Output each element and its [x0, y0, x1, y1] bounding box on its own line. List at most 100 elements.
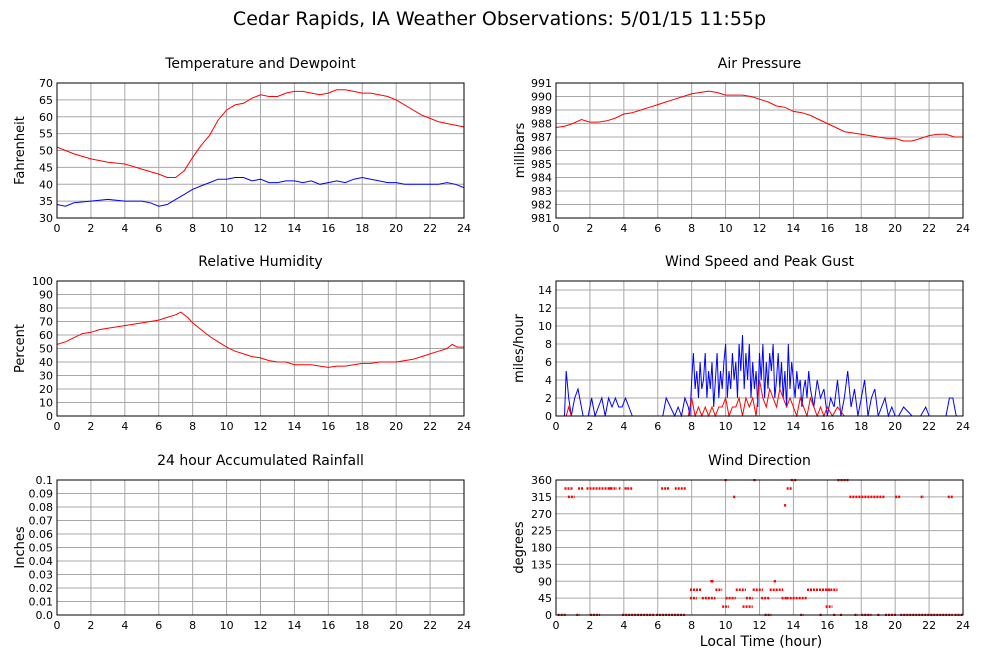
- y-tick-label: 4: [545, 374, 552, 387]
- x-tick-label: 14: [287, 619, 301, 632]
- x-tick-label: 6: [654, 420, 661, 433]
- x-tick-label: 16: [321, 619, 335, 632]
- x-tick-label: 20: [888, 222, 902, 235]
- x-tick-label: 24: [457, 619, 471, 632]
- x-tick-label: 20: [389, 222, 403, 235]
- x-tick-label: 6: [654, 619, 661, 632]
- wind-direction-point: [711, 580, 714, 583]
- x-tick-label: 0: [553, 619, 560, 632]
- x-tick-label: 0: [553, 222, 560, 235]
- x-tick-label: 22: [423, 222, 437, 235]
- y-tick-label: 225: [531, 525, 552, 538]
- temp-title: Temperature and Dewpoint: [164, 56, 356, 72]
- x-tick-label: 16: [321, 222, 335, 235]
- rain-title: 24 hour Accumulated Rainfall: [157, 453, 364, 469]
- x-tick-label: 14: [786, 619, 800, 632]
- y-tick-label: 990: [531, 91, 552, 104]
- x-tick-label: 22: [423, 420, 437, 433]
- x-tick-label: 10: [719, 420, 733, 433]
- x-tick-label: 20: [389, 420, 403, 433]
- rh-frame: [56, 280, 465, 417]
- wind-direction-point: [624, 487, 627, 490]
- x-tick-label: 24: [956, 222, 970, 235]
- y-tick-label: 45: [538, 592, 552, 605]
- y-tick-label: 55: [39, 128, 53, 141]
- wind-direction-point: [609, 487, 612, 490]
- y-tick-label: 0.06: [29, 528, 54, 541]
- temp-series-0-line: [57, 89, 464, 178]
- x-tick-label: 4: [121, 619, 128, 632]
- wdir-y-axis-label: degrees: [512, 521, 527, 574]
- y-tick-label: 0.1: [36, 474, 54, 487]
- rh-title: Relative Humidity: [198, 254, 322, 270]
- y-tick-label: 0.02: [29, 582, 54, 595]
- pres-plot: [556, 90, 963, 142]
- wind-frame: [555, 280, 964, 417]
- y-tick-label: 135: [531, 558, 552, 571]
- y-tick-label: 989: [531, 104, 552, 117]
- y-tick-label: 984: [531, 172, 552, 185]
- y-tick-label: 0.01: [29, 596, 54, 609]
- y-tick-label: 0.07: [29, 515, 54, 528]
- y-tick-label: 12: [538, 302, 552, 315]
- rain-frame: [56, 479, 465, 616]
- wind-title: Wind Speed and Peak Gust: [665, 254, 854, 270]
- y-tick-label: 100: [32, 275, 53, 288]
- x-tick-label: 18: [854, 619, 868, 632]
- y-tick-label: 70: [39, 77, 53, 90]
- y-tick-label: 70: [39, 316, 53, 329]
- x-tick-label: 24: [457, 420, 471, 433]
- x-tick-label: 14: [786, 222, 800, 235]
- wdir-frame: [555, 479, 964, 616]
- y-tick-label: 0: [545, 410, 552, 423]
- x-tick-label: 24: [956, 619, 970, 632]
- x-tick-label: 12: [254, 619, 268, 632]
- x-tick-label: 22: [423, 619, 437, 632]
- rh-plot: [57, 311, 464, 368]
- x-tick-label: 12: [753, 222, 767, 235]
- wind-y-axis-label: miles/hour: [512, 313, 527, 382]
- y-tick-label: 981: [531, 212, 552, 225]
- x-tick-label: 4: [121, 420, 128, 433]
- pres-frame: [555, 82, 964, 219]
- y-tick-label: 60: [39, 111, 53, 124]
- x-tick-label: 12: [753, 420, 767, 433]
- x-tick-label: 0: [54, 222, 61, 235]
- x-tick-label: 8: [688, 222, 695, 235]
- y-tick-label: 30: [39, 370, 53, 383]
- x-tick-label: 10: [220, 222, 234, 235]
- y-tick-label: 0.09: [29, 488, 54, 501]
- y-tick-label: 40: [39, 178, 53, 191]
- y-tick-label: 983: [531, 185, 552, 198]
- x-tick-label: 2: [87, 222, 94, 235]
- y-tick-label: 50: [39, 343, 53, 356]
- x-tick-label: 22: [922, 619, 936, 632]
- x-tick-label: 24: [457, 222, 471, 235]
- x-tick-label: 10: [220, 420, 234, 433]
- x-tick-label: 22: [922, 420, 936, 433]
- wind-series-1-line: [556, 379, 963, 417]
- rain-y-axis-label: Inches: [13, 526, 28, 568]
- wind-direction-point: [733, 495, 736, 499]
- pres-series-0-line: [556, 90, 963, 142]
- x-tick-label: 14: [287, 420, 301, 433]
- x-tick-label: 6: [155, 222, 162, 235]
- y-tick-label: 10: [538, 320, 552, 333]
- x-tick-label: 16: [820, 222, 834, 235]
- y-tick-label: 80: [39, 302, 53, 315]
- y-tick-label: 0.04: [29, 555, 54, 568]
- x-tick-label: 20: [389, 619, 403, 632]
- x-tick-label: 6: [654, 222, 661, 235]
- y-tick-label: 360: [531, 474, 552, 487]
- y-tick-label: 988: [531, 118, 552, 131]
- x-tick-label: 0: [54, 420, 61, 433]
- temp-y-axis-label: Fahrenheit: [13, 116, 28, 185]
- y-tick-label: 0: [545, 609, 552, 622]
- y-tick-label: 986: [531, 145, 552, 158]
- x-tick-label: 12: [254, 222, 268, 235]
- y-tick-label: 2: [545, 392, 552, 405]
